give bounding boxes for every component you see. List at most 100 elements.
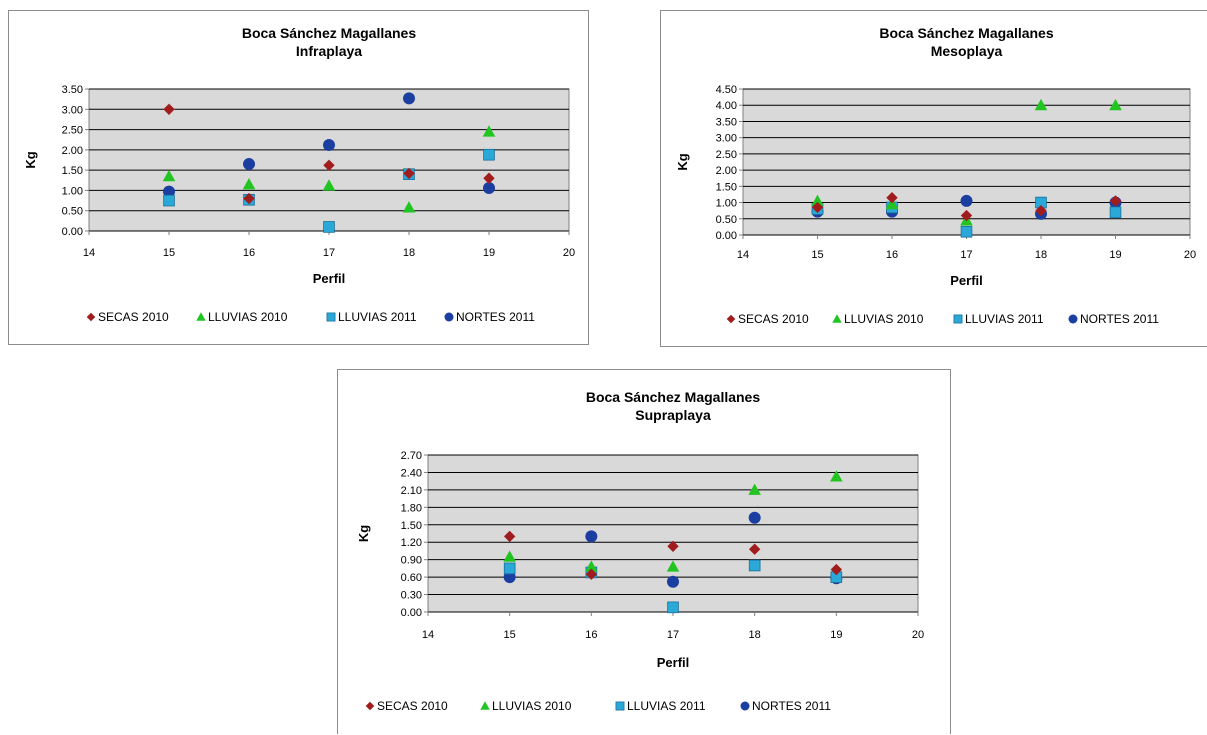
y-tick-label: 2.70 <box>401 450 422 462</box>
data-point <box>403 92 415 105</box>
x-tick-label: 19 <box>1109 249 1121 261</box>
y-tick-label: 0.50 <box>716 214 737 226</box>
data-point <box>403 167 415 180</box>
legend-marker <box>615 701 625 711</box>
chart-title: Boca Sánchez Magallanes <box>879 25 1054 41</box>
data-point <box>666 560 680 572</box>
data-point <box>667 575 679 588</box>
data-point <box>243 192 255 205</box>
y-axis-label: Kg <box>356 525 371 542</box>
data-point <box>811 201 824 214</box>
data-point <box>960 225 973 238</box>
legend-marker <box>953 314 963 324</box>
y-tick-label: 0.90 <box>401 555 422 567</box>
y-tick-label: 0.00 <box>716 230 737 242</box>
data-point <box>1109 206 1122 219</box>
legend-marker <box>832 314 842 323</box>
x-tick-label: 19 <box>483 247 495 259</box>
data-point <box>1034 98 1048 111</box>
x-tick-label: 15 <box>504 629 516 641</box>
legend-entry: LLUVIAS 2011 <box>338 310 417 324</box>
scatter-chart-svg: Boca Sánchez Magallanes Mesoplaya 0.00 0.50… <box>675 25 1196 326</box>
data-point <box>885 197 899 210</box>
legend-entry: NORTES 2011 <box>1080 312 1159 326</box>
x-tick-label: 19 <box>830 629 842 641</box>
x-tick-label: 16 <box>243 247 255 259</box>
scatter-chart-svg: Boca Sánchez Magallanes Supraplaya 0.00 0.3… <box>356 389 924 713</box>
y-tick-label: 0.50 <box>62 206 83 218</box>
y-tick-label: 0.60 <box>401 572 422 584</box>
data-point <box>242 178 256 190</box>
y-tick-label: 2.50 <box>716 149 737 161</box>
y-tick-label: 0.00 <box>401 607 422 619</box>
legend-entry: SECAS 2010 <box>377 699 448 713</box>
data-point <box>1109 98 1122 111</box>
scatter-chart-svg: Boca Sánchez Magallanes Infraplaya 0.00 0.5… <box>23 25 575 324</box>
legend-marker <box>726 314 736 324</box>
y-axis-label: Kg <box>23 151 38 168</box>
data-point <box>667 540 679 552</box>
data-point <box>748 483 761 495</box>
data-point <box>503 550 516 562</box>
plot-area <box>427 454 919 613</box>
legend-marker <box>740 701 750 711</box>
y-tick-label: 1.50 <box>62 165 83 177</box>
x-axis-label: Perfil <box>657 655 690 670</box>
data-point <box>1109 195 1122 207</box>
chart-infraplaya: Boca Sánchez Magallanes Infraplaya 0.00 0.5… <box>8 10 589 345</box>
x-tick-label: 14 <box>83 247 95 259</box>
y-tick-label: 2.00 <box>716 165 737 177</box>
x-tick-label: 20 <box>912 629 924 641</box>
y-tick-label: 3.00 <box>62 104 83 116</box>
chart-title: Boca Sánchez Magallanes <box>242 25 417 41</box>
y-tick-label: 1.00 <box>62 185 83 197</box>
y-tick-label: 3.50 <box>716 116 737 128</box>
x-axis-label: Perfil <box>313 271 346 286</box>
legend-entry: LLUVIAS 2010 <box>208 310 288 324</box>
x-tick-label: 17 <box>323 247 335 259</box>
legend-marker <box>86 312 96 322</box>
data-point <box>163 194 175 207</box>
data-point <box>960 209 973 222</box>
data-point <box>323 138 335 151</box>
data-point <box>585 560 598 572</box>
x-tick-label: 20 <box>1184 249 1196 261</box>
data-point <box>162 169 176 182</box>
data-point <box>483 172 495 184</box>
data-point <box>960 194 973 207</box>
y-tick-label: 4.50 <box>716 84 737 96</box>
x-tick-label: 15 <box>163 247 175 259</box>
x-axis-label: Perfil <box>950 273 983 288</box>
legend-marker <box>196 312 206 321</box>
y-tick-label: 1.00 <box>716 198 737 210</box>
x-tick-label: 14 <box>737 249 749 261</box>
x-tick-label: 16 <box>585 629 597 641</box>
legend-entry: LLUVIAS 2011 <box>627 699 706 713</box>
chart-mesoplaya: Boca Sánchez Magallanes Mesoplaya 0.00 0.50… <box>660 10 1207 347</box>
data-point <box>163 185 175 198</box>
data-point <box>323 221 335 233</box>
data-point <box>163 103 175 115</box>
legend-entry: SECAS 2010 <box>738 312 809 326</box>
data-point <box>243 158 255 171</box>
x-tick-label: 20 <box>563 247 575 259</box>
legend-entry: LLUVIAS 2010 <box>844 312 924 326</box>
data-point <box>323 159 335 171</box>
x-tick-label: 14 <box>422 629 434 641</box>
data-point <box>886 191 898 204</box>
y-tick-label: 0.30 <box>401 590 422 602</box>
legend-marker <box>1068 314 1078 324</box>
data-point <box>402 201 416 213</box>
y-tick-label: 2.50 <box>62 125 83 137</box>
chart-title: Boca Sánchez Magallanes <box>586 389 761 405</box>
data-point <box>482 125 496 137</box>
data-point <box>1035 204 1047 217</box>
legend-entry: NORTES 2011 <box>456 310 535 324</box>
chart-supraplaya: Boca Sánchez Magallanes Supraplaya 0.00 0.3… <box>337 369 951 734</box>
chart-subtitle: Supraplaya <box>635 407 711 423</box>
y-tick-label: 2.00 <box>62 145 83 157</box>
data-point <box>748 511 761 524</box>
data-point <box>748 559 761 572</box>
y-tick-label: 2.10 <box>401 485 422 497</box>
x-tick-label: 17 <box>960 249 972 261</box>
